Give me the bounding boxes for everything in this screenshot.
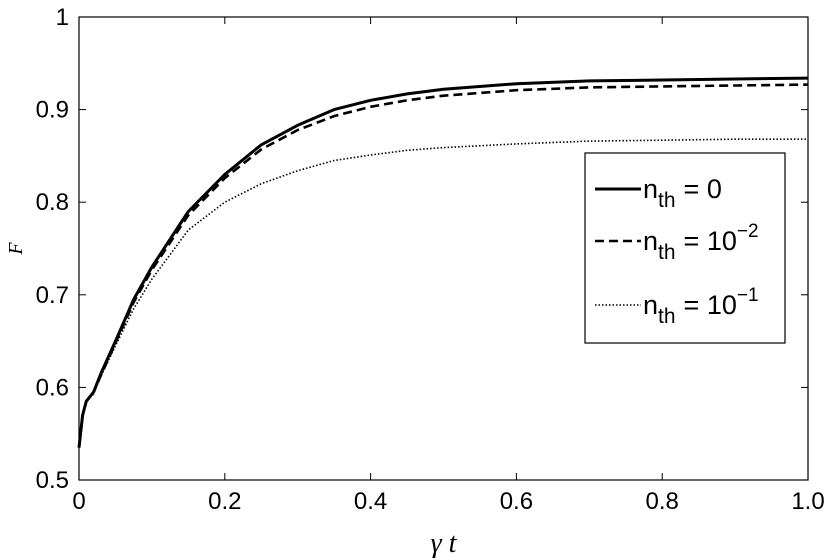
legend-label-2: nth = 10−2 — [643, 221, 759, 264]
x-tick-label: 0.8 — [646, 488, 679, 515]
y-tick-label: 1 — [56, 4, 69, 31]
x-tick-label: 0.6 — [500, 488, 533, 515]
y-axis-label: F — [5, 242, 27, 256]
legend-box — [584, 152, 786, 344]
y-tick-label: 0.6 — [36, 374, 69, 401]
legend-label-3: nth = 10−1 — [643, 285, 759, 328]
x-tick-label: 0.4 — [354, 488, 387, 515]
y-tick-label: 0.5 — [36, 467, 69, 494]
legend-label-1: nth = 0 — [643, 174, 722, 212]
x-axis-label: γ t — [431, 528, 458, 559]
ticks-group: 0 0.2 0.4 0.6 0.8 1.0 0.5 0.6 0.7 0.8 0.9 1 — [36, 4, 825, 515]
y-tick-label: 0.8 — [36, 189, 69, 216]
y-tick-label: 0.9 — [36, 97, 69, 124]
x-tick-label: 1.0 — [791, 488, 824, 515]
series-line-3 — [78, 138, 808, 448]
curves-group — [77, 76, 809, 448]
series-line-1 — [77, 76, 809, 448]
x-tick-label: 0 — [72, 488, 85, 515]
x-tick-label: 0.2 — [208, 488, 241, 515]
y-tick-label: 0.7 — [36, 282, 69, 309]
legend: nth = 0 nth = 10−2 nth = 10−1 — [584, 152, 786, 344]
series-line-2 — [77, 83, 809, 448]
plot-frame — [78, 16, 809, 481]
